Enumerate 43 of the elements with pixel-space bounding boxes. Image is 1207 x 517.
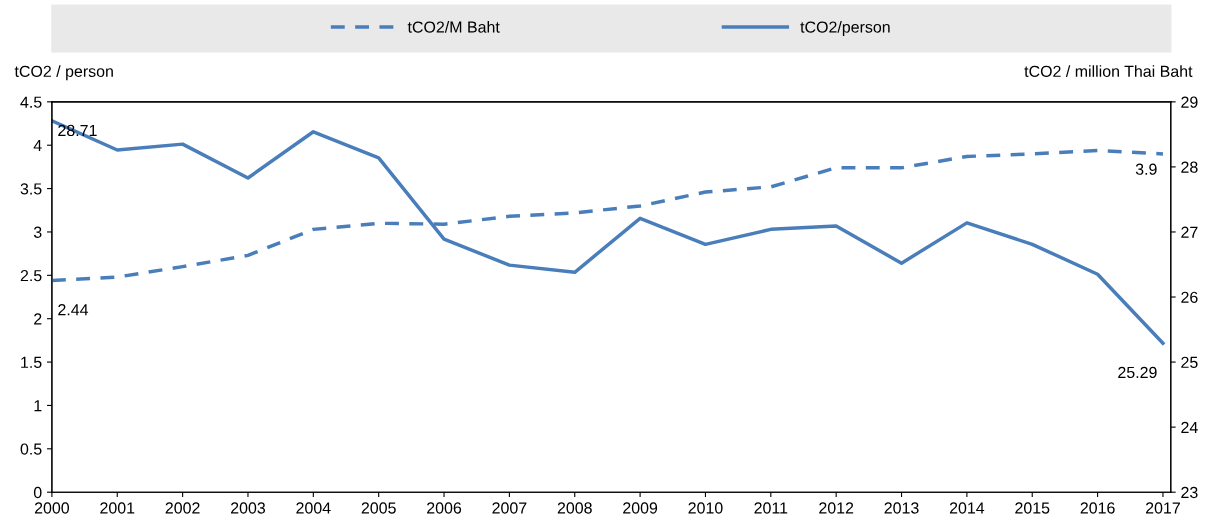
data-label: 3.9 [1135, 163, 1157, 175]
x-tick-label: 2002 [165, 502, 200, 514]
x-tick-label: 2008 [557, 502, 592, 514]
x-tick-label: 2001 [100, 502, 135, 514]
x-tick-label: 2005 [361, 502, 396, 514]
y-tick-label: 0.5 [20, 443, 42, 455]
y-tick-label: 3.5 [20, 183, 42, 195]
y2-tick-label: 23 [1181, 486, 1198, 499]
y2-tick-label: 29 [1181, 96, 1198, 108]
data-label: 25.29 [1118, 366, 1157, 379]
x-tick-label: 2009 [623, 502, 658, 514]
x-tick-label: 2006 [427, 502, 462, 514]
y2-axis-title: tCO2 / million Thai Baht [1024, 65, 1193, 77]
y2-tick-label: 24 [1181, 421, 1198, 433]
y2-tick-label: 27 [1181, 226, 1198, 238]
y-tick-label: 4 [33, 140, 42, 152]
x-tick-label: 2017 [1145, 502, 1180, 514]
x-tick-label: 2011 [754, 502, 788, 514]
y-tick-label: 0 [33, 486, 42, 499]
y2-tick-label: 28 [1181, 161, 1198, 173]
data-label: 2.44 [58, 304, 89, 316]
x-tick-label: 2000 [34, 502, 70, 514]
legend-label: tCO2/person [800, 20, 890, 36]
legend-label: tCO2/M Baht [407, 20, 500, 33]
x-tick-label: 2004 [296, 502, 331, 514]
y-tick-label: 3 [33, 226, 42, 238]
x-tick-label: 2016 [1080, 502, 1115, 514]
x-tick-label: 2012 [819, 502, 854, 514]
x-tick-label: 2015 [1015, 502, 1050, 514]
x-tick-label: 2007 [492, 502, 527, 514]
x-tick-label: 2010 [688, 502, 723, 514]
y2-tick-label: 25 [1181, 356, 1198, 369]
x-tick-label: 2013 [884, 502, 919, 514]
x-tick-label: 2003 [231, 502, 266, 514]
y-tick-label: 4.5 [20, 96, 42, 108]
line-series [51, 118, 1165, 345]
y-tick-label: 2 [34, 313, 42, 325]
y-axis-title: tCO2 / person [14, 65, 113, 81]
y-tick-label: 2.5 [20, 269, 42, 282]
y2-tick-label: 26 [1181, 291, 1198, 303]
x-tick-label: 2014 [949, 502, 985, 514]
y-tick-label: 1 [34, 400, 42, 412]
y-tick-label: 1.5 [21, 356, 42, 369]
